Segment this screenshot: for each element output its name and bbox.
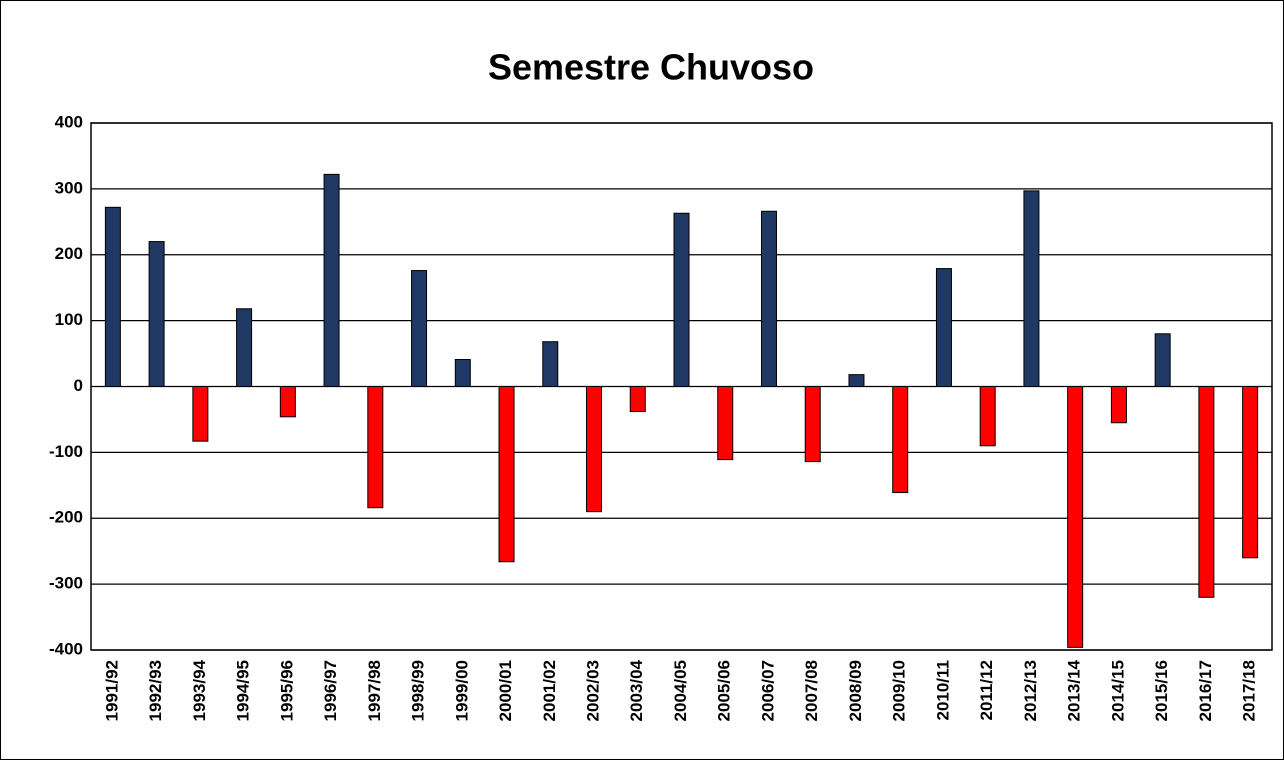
bar [760, 210, 777, 387]
bar [148, 241, 165, 387]
bar [1023, 190, 1040, 387]
x-tick-label: 2017/18 [1240, 660, 1259, 721]
bar [673, 212, 690, 387]
x-tick-label: 2000/01 [496, 660, 515, 721]
x-tick-label: 1999/00 [452, 660, 471, 721]
x-tick-label: 1998/99 [409, 660, 428, 721]
y-tick-label: -100 [49, 442, 83, 461]
bar [279, 386, 296, 418]
bar [192, 386, 209, 442]
bar [323, 173, 340, 387]
x-tick-label: 2012/13 [1021, 660, 1040, 721]
x-tick-label: 2010/11 [933, 660, 952, 721]
x-tick-label: 2015/16 [1152, 660, 1171, 721]
bar [629, 386, 646, 413]
y-tick-label: 300 [55, 178, 83, 197]
x-tick-label: 2008/09 [846, 660, 865, 721]
bar [848, 374, 865, 387]
y-tick-label: 0 [74, 376, 83, 395]
y-tick-label: -300 [49, 574, 83, 593]
bar [1067, 386, 1084, 648]
bar [1154, 333, 1171, 387]
bar [717, 386, 734, 461]
x-tick-label: 1991/92 [102, 660, 121, 721]
bar [935, 268, 952, 387]
x-tick-label: 2006/07 [758, 660, 777, 721]
y-tick-label: 400 [55, 112, 83, 131]
x-tick-label: 1992/93 [146, 660, 165, 721]
x-tick-label: 2004/05 [671, 660, 690, 721]
x-tick-label: 2003/04 [627, 659, 646, 721]
bar [1198, 386, 1215, 598]
x-tick-label: 1996/97 [321, 660, 340, 721]
bar [454, 358, 471, 387]
x-tick-label: 2016/17 [1196, 660, 1215, 721]
x-tick-label: 2009/10 [890, 660, 909, 721]
bar [892, 386, 909, 494]
bar [1242, 386, 1259, 559]
y-tick-label: -200 [49, 508, 83, 527]
bar [979, 386, 996, 447]
bar [542, 341, 559, 387]
x-tick-label: 2002/03 [584, 660, 603, 721]
bar [586, 386, 603, 513]
bar [804, 386, 821, 463]
x-tick-label: 2005/06 [715, 660, 734, 721]
bar [498, 386, 515, 563]
x-tick-label: 1993/94 [190, 659, 209, 721]
bar [1110, 386, 1127, 424]
chart-title: Semestre Chuvoso [488, 47, 814, 88]
x-tick-label: 1997/98 [365, 660, 384, 721]
y-tick-label: -400 [49, 639, 83, 658]
bar [411, 270, 428, 387]
y-tick-label: 200 [55, 244, 83, 263]
bar [367, 386, 384, 509]
bar [104, 206, 121, 387]
y-tick-label: 100 [55, 310, 83, 329]
x-tick-label: 1994/95 [234, 660, 253, 721]
x-tick-label: 2001/02 [540, 660, 559, 721]
x-tick-label: 1995/96 [277, 660, 296, 721]
x-tick-label: 2013/14 [1065, 659, 1084, 721]
x-tick-label: 2014/15 [1108, 660, 1127, 721]
x-tick-label: 2011/12 [977, 660, 996, 721]
bar [236, 308, 253, 387]
x-tick-label: 2007/08 [802, 660, 821, 721]
